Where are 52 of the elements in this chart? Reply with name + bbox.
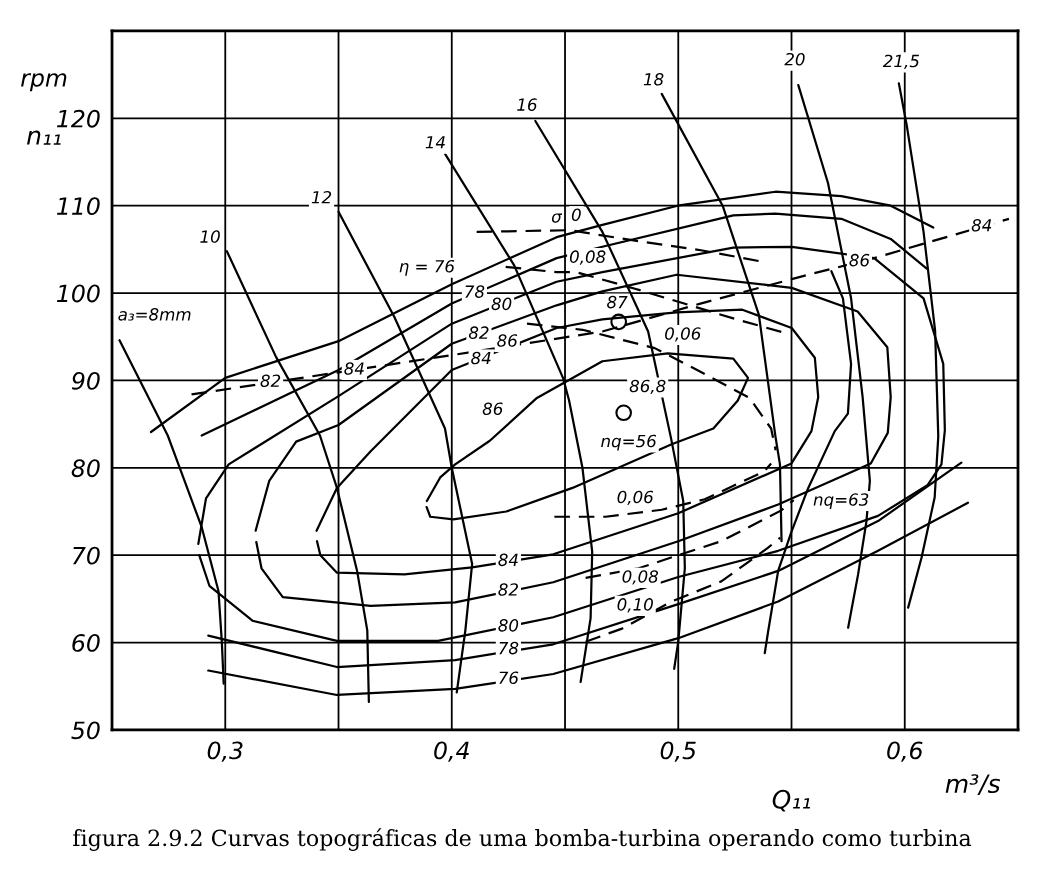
- y-tick-label: 90: [71, 371, 100, 390]
- annotation: 0: [571, 208, 581, 222]
- annotation: 87: [607, 295, 628, 309]
- y-tick-label: 80: [71, 459, 100, 478]
- annotation: η = 76: [399, 259, 455, 276]
- annotation: 76: [499, 671, 519, 685]
- y-tick-label: 110: [57, 197, 100, 216]
- annotation: 84: [498, 553, 518, 567]
- annotation: 20: [784, 52, 805, 66]
- annotation: 10: [200, 230, 220, 243]
- text: m³/s: [945, 774, 1001, 796]
- y-tick-label: 50: [71, 721, 100, 740]
- annotation: 12: [311, 190, 332, 204]
- annotation: nq=56: [601, 434, 657, 451]
- annotation: 86: [849, 253, 870, 267]
- annotation: 0,08: [622, 570, 659, 585]
- x-tick-label: 0,3: [207, 741, 243, 762]
- x-tick-label: 0,5: [660, 741, 696, 762]
- annotation: 82: [260, 374, 281, 388]
- text: rpm: [21, 73, 67, 92]
- y-tick-label: 70: [73, 546, 100, 565]
- annotation: 86: [482, 402, 503, 415]
- annotation: 80: [491, 297, 512, 311]
- x-tick-label: 0,4: [434, 741, 469, 762]
- annotation: 16: [517, 98, 537, 111]
- y-tick-label: 100: [57, 284, 100, 303]
- y-tick-label: 60: [72, 634, 100, 652]
- annotation: 0,10: [617, 598, 653, 613]
- annotation: 84: [471, 351, 491, 365]
- x-axis-title: Q₁₁: [772, 789, 811, 812]
- annotation: 0,06: [617, 490, 654, 505]
- annotation: 82: [498, 583, 518, 596]
- annotation: a₃=8mm: [118, 308, 191, 321]
- annotation: 86,8: [629, 379, 666, 394]
- annotation: 78: [499, 641, 519, 655]
- annotation: nq=63: [813, 493, 869, 510]
- annotation: σ: [551, 213, 563, 223]
- annotation: 18: [643, 73, 664, 86]
- x-tick-label: 0,6: [887, 741, 923, 762]
- annotation: 84: [344, 362, 364, 375]
- annotation: 78: [465, 285, 485, 298]
- annotation: 0,08: [569, 250, 606, 265]
- annotation: 14: [425, 136, 445, 149]
- annotation: 84: [971, 218, 992, 232]
- text: figura 2.9.2 Curvas topográficas de uma bomba-turbina operando como turbina: [73, 828, 972, 851]
- annotation: 80: [498, 619, 519, 632]
- y-tick-label: 120: [57, 109, 100, 128]
- annotation: 0,06: [665, 327, 701, 342]
- annotation: 21,5: [882, 54, 919, 69]
- annotation: 86: [497, 334, 518, 347]
- annotation: 82: [468, 326, 489, 339]
- y-axis-title: n₁₁: [27, 130, 61, 145]
